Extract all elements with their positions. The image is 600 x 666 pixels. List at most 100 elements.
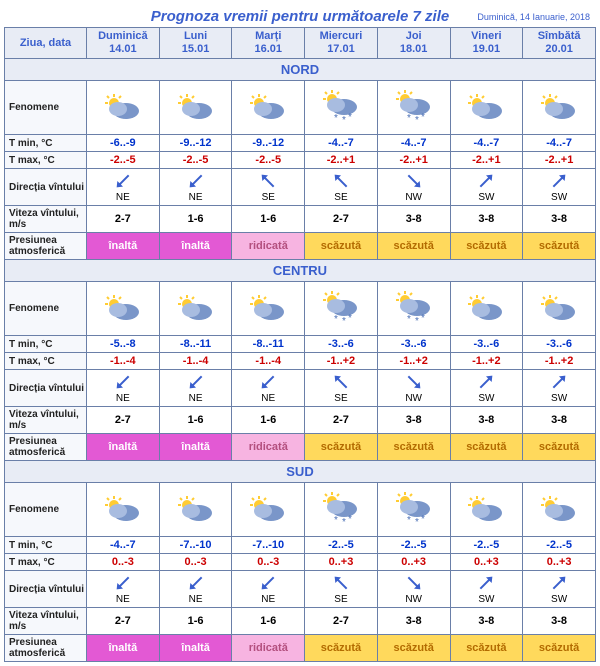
tmin-cell: -4..-7 xyxy=(305,135,378,152)
wind-dir-cell: NW xyxy=(377,571,450,608)
wind-speed-cell: 3-8 xyxy=(377,608,450,635)
region-header: SUD xyxy=(5,461,596,483)
tmax-cell: 0..-3 xyxy=(232,554,305,571)
tmin-cell: -3..-6 xyxy=(377,336,450,353)
row-wdir: Direcția vîntului xyxy=(5,571,87,608)
wind-dir-cell: SE xyxy=(232,169,305,206)
wind-speed-cell: 2-7 xyxy=(305,608,378,635)
tmin-cell: -3..-6 xyxy=(305,336,378,353)
tmax-cell: -1..-4 xyxy=(159,353,232,370)
pressure-cell: înaltă xyxy=(87,635,160,662)
tmax-cell: -2..-5 xyxy=(159,152,232,169)
row-pheno: Fenomene xyxy=(5,282,87,336)
col-day-4: Joi18.01 xyxy=(377,28,450,59)
tmax-cell: -1..+2 xyxy=(305,353,378,370)
tmax-cell: 0..-3 xyxy=(159,554,232,571)
tmin-cell: -3..-6 xyxy=(450,336,523,353)
pressure-cell: scăzută xyxy=(377,635,450,662)
row-wspeed: Viteza vîntului, m/s xyxy=(5,407,87,434)
svg-text:*: * xyxy=(421,514,425,525)
row-wspeed: Viteza vîntului, m/s xyxy=(5,608,87,635)
row-tmin: T min, °C xyxy=(5,537,87,554)
col-day-3: Miercuri17.01 xyxy=(305,28,378,59)
tmin-cell: -5..-8 xyxy=(87,336,160,353)
forecast-table: Ziua, data Duminică14.01Luni15.01Marți16… xyxy=(4,27,596,662)
pheno-icon xyxy=(523,282,596,336)
page-subtitle: Duminică, 14 Ianuarie, 2018 xyxy=(477,12,590,22)
tmin-cell: -4..-7 xyxy=(87,537,160,554)
row-tmin: T min, °C xyxy=(5,336,87,353)
pressure-cell: scăzută xyxy=(450,434,523,461)
page-title: Prognoza vremii pentru următoarele 7 zil… xyxy=(151,8,449,25)
wind-speed-cell: 3-8 xyxy=(377,407,450,434)
title-bar: Prognoza vremii pentru următoarele 7 zil… xyxy=(4,4,596,27)
svg-text:*: * xyxy=(342,115,346,125)
wind-dir-cell: NE xyxy=(159,571,232,608)
pheno-icon xyxy=(523,483,596,537)
wind-dir-cell: NE xyxy=(232,571,305,608)
pheno-icon xyxy=(232,483,305,537)
svg-text:*: * xyxy=(421,112,425,123)
svg-text:*: * xyxy=(334,314,338,325)
region-header: CENTRU xyxy=(5,260,596,282)
row-tmax: T max, °C xyxy=(5,152,87,169)
pressure-cell: înaltă xyxy=(159,434,232,461)
wind-dir-cell: NW xyxy=(377,169,450,206)
pressure-cell: scăzută xyxy=(377,434,450,461)
pressure-cell: scăzută xyxy=(377,233,450,260)
tmax-cell: -2..+1 xyxy=(450,152,523,169)
wind-dir-cell: NE xyxy=(87,169,160,206)
header-row: Ziua, data Duminică14.01Luni15.01Marți16… xyxy=(5,28,596,59)
row-pressure: Presiunea atmosferică xyxy=(5,434,87,461)
row-pheno: Fenomene xyxy=(5,483,87,537)
svg-text:*: * xyxy=(407,314,411,325)
row-wdir: Direcția vîntului xyxy=(5,169,87,206)
tmax-cell: -1..+2 xyxy=(450,353,523,370)
wind-speed-cell: 3-8 xyxy=(450,608,523,635)
row-pheno: Fenomene xyxy=(5,81,87,135)
svg-text:*: * xyxy=(407,113,411,124)
tmax-cell: -2..-5 xyxy=(232,152,305,169)
pheno-icon xyxy=(232,282,305,336)
pressure-cell: înaltă xyxy=(87,233,160,260)
svg-text:*: * xyxy=(342,517,346,527)
wind-dir-cell: SE xyxy=(305,169,378,206)
pheno-icon xyxy=(159,282,232,336)
wind-dir-cell: SW xyxy=(523,169,596,206)
wind-dir-cell: NW xyxy=(377,370,450,407)
row-wspeed: Viteza vîntului, m/s xyxy=(5,206,87,233)
wind-speed-cell: 1-6 xyxy=(159,407,232,434)
col-day-2: Marți16.01 xyxy=(232,28,305,59)
pheno-icon xyxy=(232,81,305,135)
row-tmin: T min, °C xyxy=(5,135,87,152)
pheno-icon: *** xyxy=(377,483,450,537)
svg-text:*: * xyxy=(348,514,352,525)
tmin-cell: -2..-5 xyxy=(305,537,378,554)
pressure-cell: ridicată xyxy=(232,233,305,260)
tmax-cell: -1..+2 xyxy=(377,353,450,370)
wind-dir-cell: SW xyxy=(450,370,523,407)
wind-dir-cell: NE xyxy=(159,169,232,206)
wind-dir-cell: SE xyxy=(305,571,378,608)
pheno-icon xyxy=(159,483,232,537)
pheno-icon xyxy=(450,483,523,537)
pressure-cell: scăzută xyxy=(450,233,523,260)
wind-speed-cell: 3-8 xyxy=(377,206,450,233)
svg-text:*: * xyxy=(421,313,425,324)
tmax-cell: -2..+1 xyxy=(377,152,450,169)
pressure-cell: înaltă xyxy=(159,635,232,662)
wind-speed-cell: 2-7 xyxy=(305,407,378,434)
tmax-cell: 0..+3 xyxy=(305,554,378,571)
wind-speed-cell: 1-6 xyxy=(159,206,232,233)
wind-dir-cell: NE xyxy=(87,571,160,608)
pressure-cell: înaltă xyxy=(87,434,160,461)
wind-dir-cell: SW xyxy=(523,370,596,407)
wind-dir-cell: SE xyxy=(305,370,378,407)
wind-dir-cell: SW xyxy=(450,169,523,206)
tmin-cell: -2..-5 xyxy=(450,537,523,554)
tmin-cell: -7..-10 xyxy=(159,537,232,554)
wind-speed-cell: 3-8 xyxy=(523,407,596,434)
svg-text:*: * xyxy=(348,313,352,324)
pheno-icon xyxy=(87,282,160,336)
pressure-cell: scăzută xyxy=(305,233,378,260)
